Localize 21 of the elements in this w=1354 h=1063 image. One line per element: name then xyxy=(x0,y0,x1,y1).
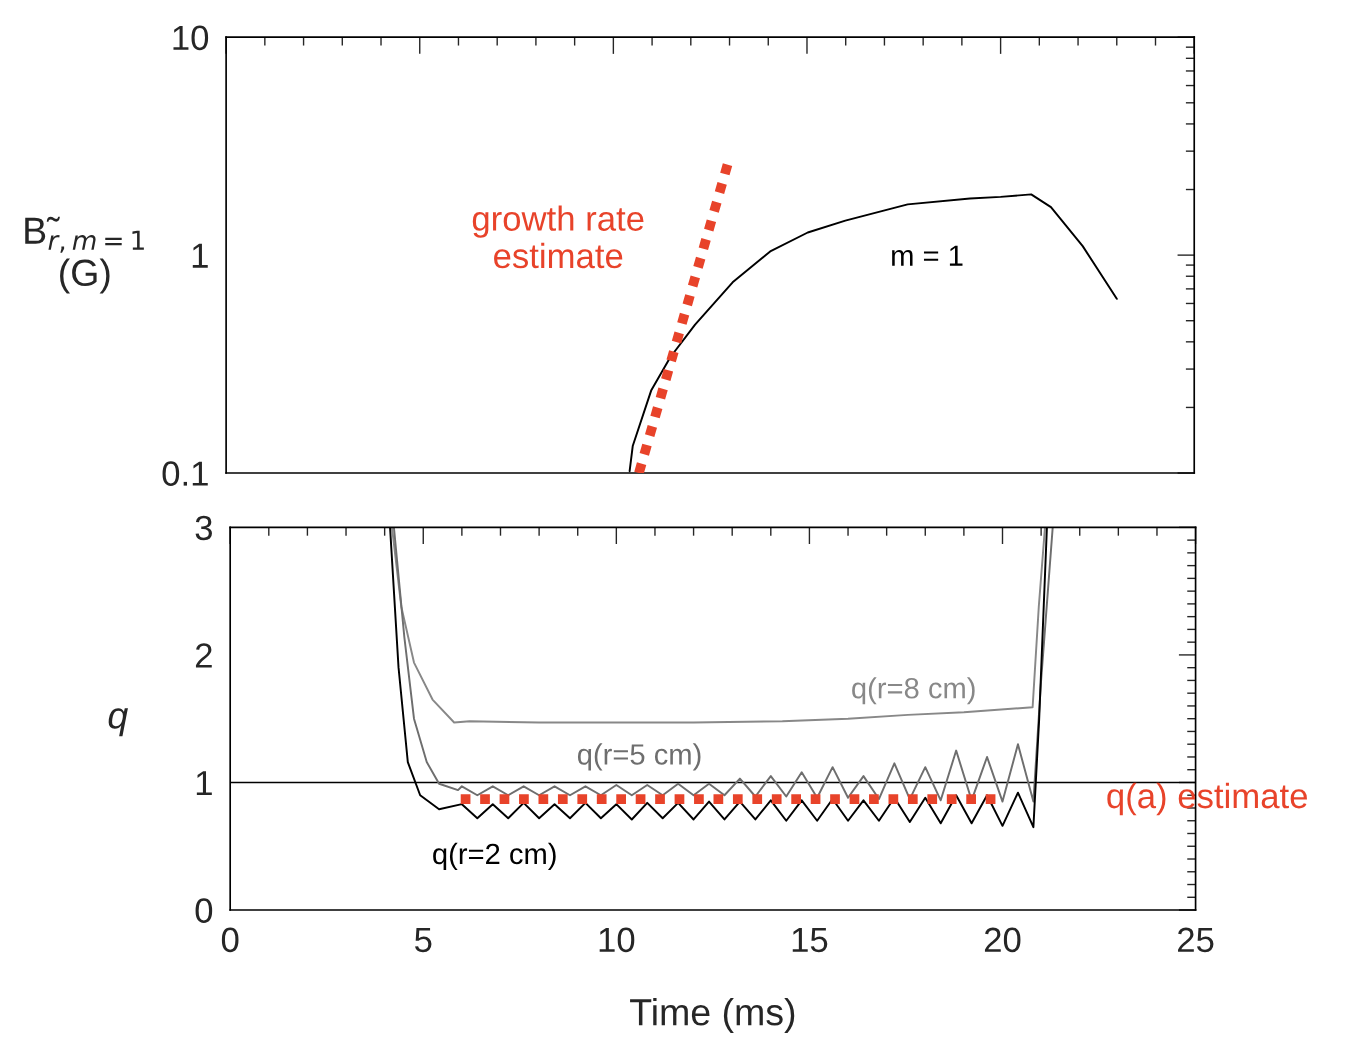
y-tick-label: 10 xyxy=(173,25,209,51)
y-tick-label: 0.1 xyxy=(162,461,208,486)
y-tick-label: 1 xyxy=(192,243,208,268)
x-tick-label: 0 xyxy=(221,927,239,953)
x-axis-title: Time (ms) xyxy=(630,997,795,1033)
series-label: q(r=2 cm) xyxy=(433,842,556,871)
series-label: q(r=5 cm) xyxy=(577,743,701,771)
y-tick-label: 1 xyxy=(196,771,212,796)
y-axis-title: q xyxy=(108,708,128,737)
x-tick-label: 10 xyxy=(599,927,635,953)
x-tick-label: 20 xyxy=(984,927,1021,953)
x-tick-label: 25 xyxy=(1178,927,1214,953)
y-tick-label: 2 xyxy=(195,643,212,668)
series-label: m = 1 xyxy=(892,245,963,266)
series-label: growth rate estimate xyxy=(472,205,644,269)
x-tick-label: 15 xyxy=(792,927,828,953)
series-label: q(r=8 cm) xyxy=(852,677,975,705)
y-axis-title: B̃$_{r,m=1}$ (G) xyxy=(25,216,144,294)
y-tick-label: 3 xyxy=(195,515,212,541)
x-tick-label: 5 xyxy=(414,927,432,953)
y-tick-label: 0 xyxy=(195,898,213,923)
